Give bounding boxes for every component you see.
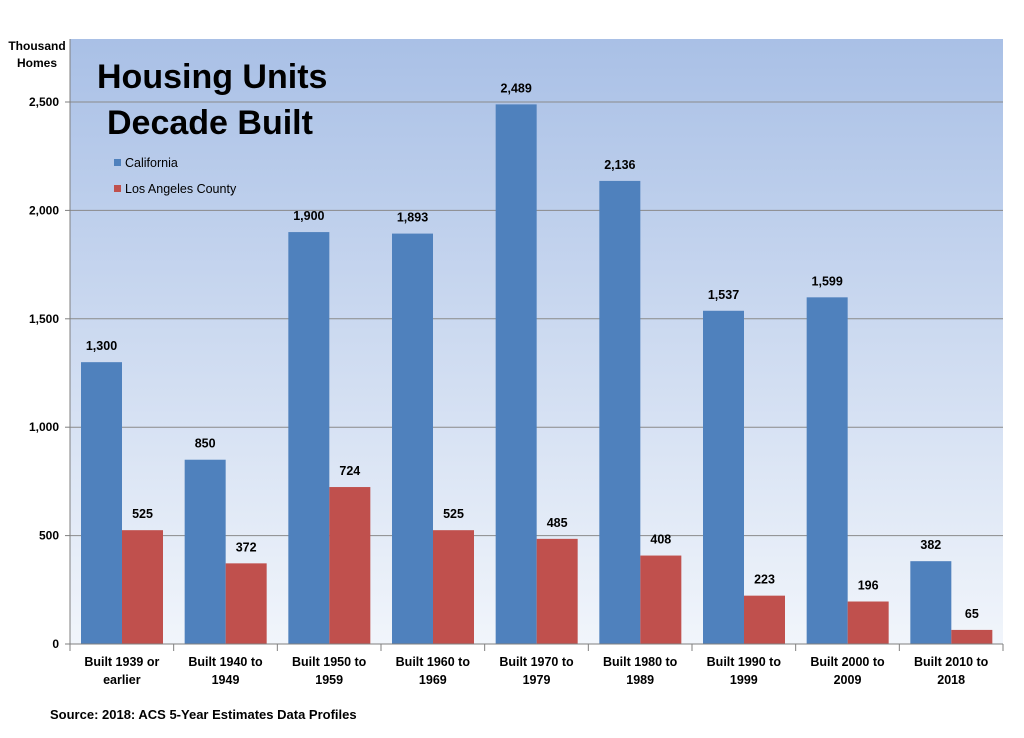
y-tick-label-0: 0 xyxy=(52,637,59,651)
value-label-los-angeles-county-5: 485 xyxy=(547,516,568,530)
legend-swatch-california xyxy=(114,159,121,166)
value-label-los-angeles-county-9: 65 xyxy=(965,607,979,621)
x-tick-label-3-line-1: Built 1950 to xyxy=(292,655,367,669)
y-unit-label-line-2: Homes xyxy=(17,56,57,70)
y-tick-label-500: 500 xyxy=(39,529,59,543)
value-label-california-3: 1,900 xyxy=(293,209,324,223)
x-tick-label-2-line-1: Built 1940 to xyxy=(188,655,263,669)
x-tick-label-7-line-2: 1999 xyxy=(730,673,758,687)
x-tick-label-4-line-2: 1969 xyxy=(419,673,447,687)
legend-label-california: California xyxy=(125,156,178,170)
y-tick-label-2500: 2,500 xyxy=(29,95,59,109)
value-labels: 1,300 525 850 372 1,900 724 1,893 525 2,489 485 2,… xyxy=(86,81,979,621)
value-label-los-angeles-county-2: 372 xyxy=(236,540,257,554)
y-unit-label-line-1: Thousand xyxy=(8,39,65,53)
value-label-los-angeles-county-8: 196 xyxy=(858,579,879,593)
bar-los-angeles-county-8 xyxy=(847,601,889,644)
x-tick-label-6-line-2: 1989 xyxy=(626,673,654,687)
value-label-california-7: 1,537 xyxy=(708,288,739,302)
value-label-los-angeles-county-3: 724 xyxy=(339,464,360,478)
x-tick-label-1-line-2: earlier xyxy=(103,673,141,687)
bar-california-3 xyxy=(288,232,330,644)
value-label-california-2: 850 xyxy=(195,437,216,451)
y-tick-label-1000: 1,000 xyxy=(29,420,59,434)
x-tick-label-2-line-2: 1949 xyxy=(212,673,240,687)
bar-los-angeles-county-6 xyxy=(640,555,682,644)
bar-california-2 xyxy=(184,459,226,644)
bar-california-4 xyxy=(392,233,433,644)
y-tick-label-1500: 1,500 xyxy=(29,312,59,326)
chart-title-line-1: Housing Units xyxy=(97,58,327,96)
value-label-california-9: 382 xyxy=(920,538,941,552)
bar-los-angeles-county-4 xyxy=(433,530,474,644)
value-label-california-5: 2,489 xyxy=(501,81,532,95)
value-label-los-angeles-county-6: 408 xyxy=(650,533,671,547)
chart-title-line-2: Decade Built xyxy=(107,104,313,142)
x-tick-label-8-line-1: Built 2000 to xyxy=(810,655,885,669)
value-label-california-8: 1,599 xyxy=(812,274,843,288)
bar-california-8 xyxy=(806,297,848,644)
value-label-los-angeles-county-7: 223 xyxy=(754,573,775,587)
x-tick-label-7-line-1: Built 1990 to xyxy=(707,655,782,669)
value-label-california-4: 1,893 xyxy=(397,211,428,225)
bar-los-angeles-county-2 xyxy=(225,563,267,644)
value-label-los-angeles-county-4: 525 xyxy=(443,507,464,521)
bar-california-1 xyxy=(81,362,122,644)
bar-los-angeles-county-7 xyxy=(744,595,785,644)
x-tick-label-5-line-2: 1979 xyxy=(523,673,551,687)
legend-swatch-los-angeles-county xyxy=(114,185,121,192)
bar-los-angeles-county-5 xyxy=(536,538,578,644)
value-label-los-angeles-county-1: 525 xyxy=(132,507,153,521)
bar-los-angeles-county-1 xyxy=(122,530,163,644)
legend: California Los Angeles County xyxy=(114,156,237,196)
x-tick-label-5-line-1: Built 1970 to xyxy=(499,655,574,669)
source-note: Source: 2018: ACS 5-Year Estimates Data … xyxy=(50,707,357,722)
axes: 0 500 1,000 1,500 2,000 2,500 Built 1939 or ear… xyxy=(29,39,1004,687)
bar-california-5 xyxy=(495,104,537,644)
x-tick-label-3-line-2: 1959 xyxy=(315,673,343,687)
x-tick-label-6-line-1: Built 1980 to xyxy=(603,655,678,669)
bars xyxy=(81,104,993,644)
y-tick-label-2000: 2,000 xyxy=(29,203,59,217)
x-tick-label-9-line-2: 2018 xyxy=(937,673,965,687)
x-tick-label-1-line-1: Built 1939 or xyxy=(84,655,159,669)
bar-california-6 xyxy=(599,180,641,644)
x-tick-label-8-line-2: 2009 xyxy=(834,673,862,687)
bar-los-angeles-county-9 xyxy=(951,629,993,644)
bar-california-7 xyxy=(703,310,744,644)
x-tick-label-9-line-1: Built 2010 to xyxy=(914,655,989,669)
value-label-california-6: 2,136 xyxy=(604,158,635,172)
bar-california-9 xyxy=(910,561,952,644)
x-tick-label-4-line-1: Built 1960 to xyxy=(396,655,471,669)
value-label-california-1: 1,300 xyxy=(86,339,117,353)
bar-los-angeles-county-3 xyxy=(329,487,371,644)
legend-label-los-angeles-county: Los Angeles County xyxy=(125,182,237,196)
